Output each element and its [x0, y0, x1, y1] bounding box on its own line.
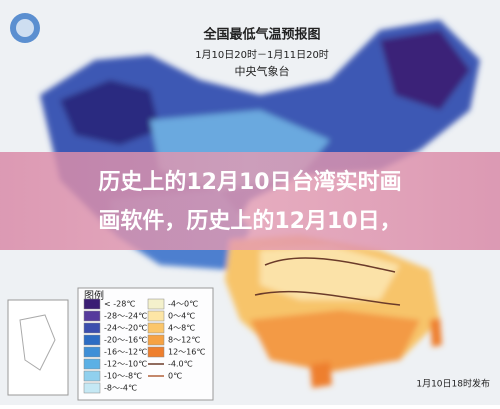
banner-line: 画软件，历史上的12月10日， — [98, 208, 401, 234]
legend-swatch — [83, 346, 101, 358]
legend-label: -4～0℃ — [168, 300, 198, 309]
logo-inner — [16, 19, 34, 37]
map-agency: 中央气象台 — [235, 64, 290, 78]
legend-label: < -28℃ — [104, 300, 135, 309]
legend-label: -20～-16℃ — [104, 336, 147, 345]
legend-swatch — [83, 370, 101, 382]
legend-swatch — [147, 346, 165, 358]
legend-label: 4～8℃ — [168, 324, 195, 333]
legend-label: -10～-8℃ — [104, 372, 142, 381]
legend-label: 0℃ — [168, 372, 182, 381]
inset-islands — [19, 314, 56, 371]
legend-label: -8～-4℃ — [104, 384, 137, 393]
legend-swatch — [83, 322, 101, 334]
banner — [0, 152, 500, 250]
legend-swatch — [147, 310, 165, 322]
legend-label: 12～16℃ — [168, 348, 205, 357]
legend-swatch — [83, 382, 101, 394]
map-time: 1月10日20时－1月11日20时 — [195, 49, 329, 61]
legend-swatch — [147, 334, 165, 346]
legend-swatch — [83, 298, 101, 310]
legend-label: -12～-10℃ — [104, 360, 147, 369]
legend-label: -16～-12℃ — [104, 348, 147, 357]
legend-label: 8～12℃ — [168, 336, 200, 345]
legend-swatch — [147, 298, 165, 310]
legend-label: -28～-24℃ — [104, 312, 147, 321]
isotherm — [254, 257, 401, 306]
legend-swatch — [147, 322, 165, 334]
map-title: 全国最低气温预报图 — [202, 27, 320, 43]
legend-swatch — [83, 334, 101, 346]
inset-map — [7, 299, 69, 396]
legend-label: 0～4℃ — [168, 312, 195, 321]
legend-swatch — [83, 310, 101, 322]
issue-time: 1月10日18时发布 — [416, 378, 490, 390]
legend-swatch — [83, 358, 101, 370]
legend-label: -4.0℃ — [168, 360, 193, 369]
legend-box — [77, 287, 214, 401]
legend-label: -24～-20℃ — [104, 324, 147, 333]
banner-line: 历史上的12月10日台湾实时画 — [98, 169, 401, 195]
